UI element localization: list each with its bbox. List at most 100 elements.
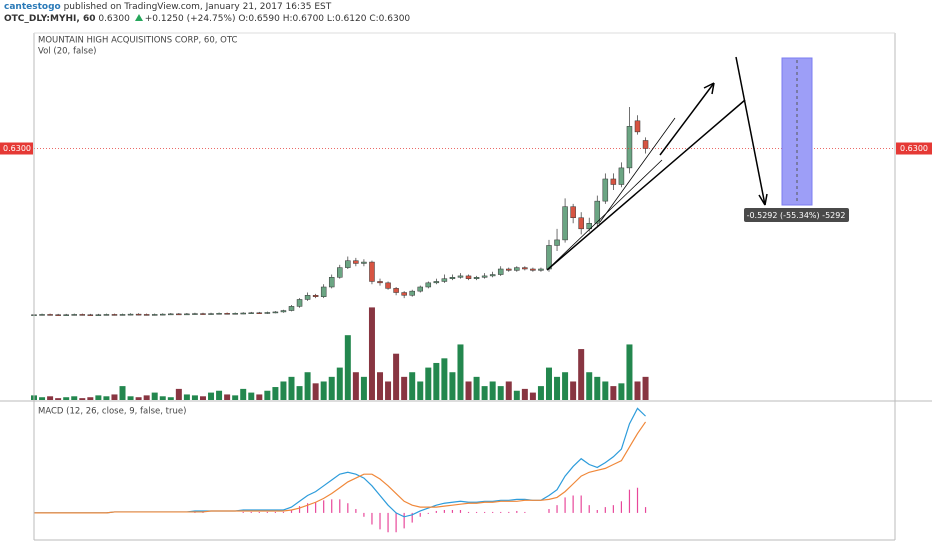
trend-line: [546, 159, 663, 271]
candle-body: [95, 314, 102, 316]
volume-bar: [87, 397, 94, 400]
volume-bar: [344, 335, 351, 400]
candle-body: [570, 206, 576, 218]
trend-line: [599, 117, 676, 223]
candle-body: [272, 311, 279, 314]
volume-bar: [280, 381, 287, 400]
volume-bar: [497, 386, 504, 400]
candle-body: [39, 314, 45, 316]
volume-bar: [554, 376, 561, 400]
candle-body: [465, 275, 472, 279]
volume-title: Vol (20, false): [38, 47, 97, 57]
low: 0.6120: [334, 14, 367, 24]
volume-bar: [224, 394, 231, 400]
candle-body: [345, 260, 351, 268]
volume-bar: [272, 387, 279, 400]
volume-bar: [449, 372, 456, 400]
last: 0.6300: [98, 14, 130, 24]
volume-bar: [377, 372, 384, 400]
candle-body: [320, 286, 327, 297]
measure-label: -0.5292 (-55.34%) -5292: [747, 211, 846, 220]
candle-body: [159, 313, 166, 316]
chart-title: MOUNTAIN HIGH ACQUISITIONS CORP, 60, OTC: [38, 36, 238, 46]
volume-bar: [63, 397, 70, 400]
quote-line: OTC_DLY:MYHI, 60 0.6300 +0.1250 (+24.75%…: [4, 13, 410, 25]
candle-body: [240, 312, 246, 315]
volume-bar: [570, 381, 577, 400]
candle-body: [328, 277, 335, 288]
candle-body: [135, 313, 142, 316]
candle-body: [489, 274, 496, 277]
volume-bar: [481, 386, 488, 400]
arrow: [735, 56, 766, 206]
up-icon: [134, 14, 143, 21]
low-label: L:: [326, 14, 335, 24]
volume-bar: [602, 381, 609, 400]
volume-bar: [143, 395, 150, 400]
candle-body: [256, 312, 263, 315]
candle-body: [119, 314, 126, 316]
volume-bar: [183, 394, 190, 400]
volume-bar: [191, 395, 198, 400]
volume-bar: [216, 390, 223, 400]
measure-box: [781, 57, 813, 206]
candle-body: [288, 306, 295, 311]
candle-body: [506, 268, 512, 271]
header: cantestogo published on TradingView.com,…: [4, 1, 410, 25]
candle-body: [87, 314, 94, 316]
price-tag-label: 0.6300: [900, 144, 928, 153]
candle-body: [497, 268, 504, 275]
volume-bar: [537, 386, 544, 400]
candle-body: [433, 281, 440, 284]
price-tag: [0, 142, 33, 155]
candle-body: [554, 239, 560, 246]
volume-bar: [232, 395, 239, 400]
author[interactable]: cantestogo: [4, 2, 61, 12]
candle-body: [224, 313, 230, 315]
open-label: O:: [238, 14, 249, 24]
candle-body: [192, 313, 198, 315]
volume-bar: [127, 396, 134, 400]
volume-bar: [473, 376, 480, 400]
volume-bar: [642, 376, 649, 400]
candle-body: [304, 295, 311, 300]
candle-body: [393, 288, 399, 293]
volume-bar: [465, 381, 472, 400]
candle-body: [377, 281, 383, 284]
volume-bar: [626, 344, 633, 400]
volume-bar: [529, 392, 536, 400]
volume-bar: [199, 396, 206, 400]
close: 0.6300: [378, 14, 411, 24]
volume-bar: [441, 358, 448, 400]
candle-body: [538, 268, 544, 271]
candle-body: [280, 310, 287, 313]
candle-body: [168, 313, 174, 316]
candle-body: [441, 278, 448, 282]
volume-bar: [545, 367, 552, 400]
volume-bar: [360, 376, 367, 400]
trend-line: [546, 99, 746, 271]
candle-body: [176, 313, 182, 316]
volume-bar: [594, 376, 601, 400]
volume-bar: [401, 376, 408, 400]
candle-body: [232, 313, 238, 315]
volume-bar: [135, 397, 142, 400]
volume-bar: [368, 307, 375, 400]
candle-body: [385, 282, 391, 289]
volume-bar: [79, 398, 86, 400]
candle-body: [200, 313, 206, 315]
price-tag: [896, 142, 932, 155]
volume-bar: [111, 394, 118, 400]
volume-bar: [433, 362, 440, 400]
candle-body: [401, 292, 407, 296]
candle-body: [610, 178, 617, 185]
volume-bar: [71, 396, 78, 400]
candle-body: [546, 245, 552, 270]
arrow: [659, 82, 715, 156]
candle-body: [594, 200, 601, 224]
candle-body: [71, 314, 77, 316]
volume-bar: [119, 386, 126, 400]
candle-body: [369, 261, 375, 282]
arrow-head: [758, 193, 768, 206]
